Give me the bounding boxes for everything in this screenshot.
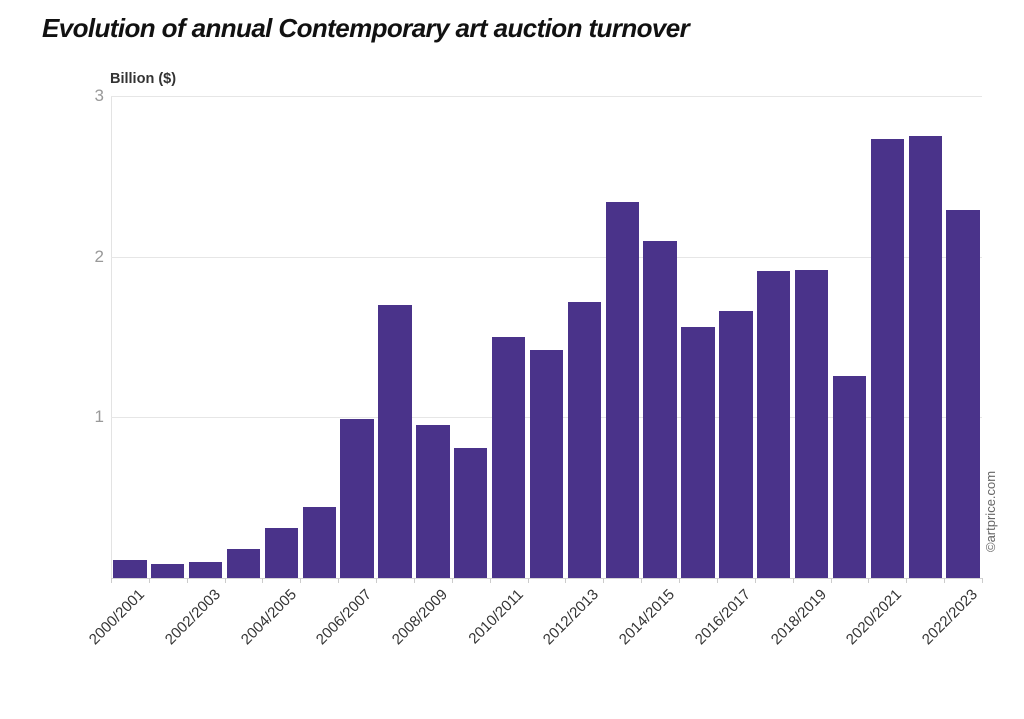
gridline-y3 bbox=[111, 96, 982, 97]
x-tick-label: 2016/2017 bbox=[691, 586, 754, 649]
x-tick-mark bbox=[679, 578, 681, 583]
bar-2011-2012 bbox=[529, 349, 564, 578]
bar-2018-2019 bbox=[794, 269, 829, 578]
x-tick-mark bbox=[186, 578, 188, 583]
y-tick-label: 1 bbox=[94, 407, 104, 427]
x-tick-label: 2014/2015 bbox=[615, 586, 679, 649]
x-tick-label: 2022/2023 bbox=[918, 586, 982, 649]
bar-2012-2013 bbox=[567, 301, 602, 578]
x-tick-mark bbox=[489, 578, 491, 583]
x-tick-label: 2020/2021 bbox=[843, 586, 906, 649]
x-tick-mark bbox=[603, 578, 605, 583]
x-axis-line bbox=[111, 578, 982, 579]
gridline-y2 bbox=[111, 256, 982, 258]
x-tick-mark bbox=[982, 578, 983, 583]
bar-2008-2009 bbox=[416, 425, 450, 578]
bar-2016-2017 bbox=[719, 311, 753, 578]
x-tick-label: 2002/2003 bbox=[161, 586, 224, 649]
x-tick-label: 2006/2007 bbox=[313, 586, 376, 649]
x-tick-label: 2018/2019 bbox=[767, 586, 830, 649]
x-tick-mark bbox=[906, 578, 908, 583]
x-tick-label: 2008/2009 bbox=[388, 586, 451, 649]
x-tick-mark bbox=[338, 578, 340, 583]
bar-2019-2020 bbox=[832, 375, 867, 578]
x-tick-label: 2012/2013 bbox=[540, 586, 603, 649]
x-tick-mark bbox=[376, 578, 378, 583]
y-tick-label: 2 bbox=[94, 246, 104, 266]
bar-2007-2008 bbox=[378, 304, 412, 578]
x-tick-label: 2010/2011 bbox=[465, 586, 527, 648]
x-tick-mark bbox=[944, 578, 946, 583]
x-tick-mark bbox=[792, 578, 794, 583]
x-tick-mark bbox=[754, 578, 756, 583]
x-tick-mark bbox=[451, 578, 453, 583]
x-tick-mark bbox=[300, 578, 302, 583]
bar-2009-2010 bbox=[454, 447, 488, 578]
bar-2013-2014 bbox=[605, 202, 639, 578]
bar-2014-2015 bbox=[643, 240, 677, 578]
bar-2015-2016 bbox=[681, 327, 715, 578]
x-tick-label: 2004/2005 bbox=[237, 586, 300, 649]
x-tick-mark bbox=[111, 578, 112, 583]
x-tick-mark bbox=[527, 578, 529, 583]
bar-2001-2002 bbox=[151, 563, 185, 578]
y-axis-title: Billion ($) bbox=[110, 71, 177, 87]
x-tick-mark bbox=[413, 578, 415, 583]
bar-2003-2004 bbox=[226, 549, 261, 578]
x-tick-mark bbox=[565, 578, 567, 583]
watermark-credit: ©artprice.com bbox=[983, 470, 998, 552]
bar-2017-2018 bbox=[757, 271, 791, 578]
x-tick-label: 2000/2001 bbox=[85, 586, 148, 649]
bar-2002-2003 bbox=[188, 561, 223, 578]
bar-2022-2023 bbox=[946, 210, 980, 578]
y-tick-label: 3 bbox=[94, 86, 104, 105]
x-tick-mark bbox=[716, 578, 718, 583]
bar-2004-2005 bbox=[264, 528, 299, 578]
x-tick-mark bbox=[262, 578, 264, 583]
x-tick-mark bbox=[830, 578, 832, 583]
bar-2021-2022 bbox=[908, 136, 942, 578]
bar-2006-2007 bbox=[340, 418, 374, 578]
x-tick-mark bbox=[641, 578, 643, 583]
y-axis-line bbox=[111, 96, 112, 578]
x-tick-mark bbox=[148, 578, 150, 583]
bar-2005-2006 bbox=[302, 507, 336, 578]
bar-2010-2011 bbox=[491, 337, 526, 578]
bar-2020-2021 bbox=[870, 139, 904, 578]
bar-2000-2001 bbox=[113, 560, 147, 578]
x-tick-mark bbox=[224, 578, 226, 583]
plot-area: 1 2 3 2000/2001 2002/2003 2004/2005 2006/2007 2… bbox=[86, 86, 983, 648]
chart-title: Evolution of annual Contemporary art auc… bbox=[42, 13, 690, 43]
x-tick-mark bbox=[868, 578, 870, 583]
